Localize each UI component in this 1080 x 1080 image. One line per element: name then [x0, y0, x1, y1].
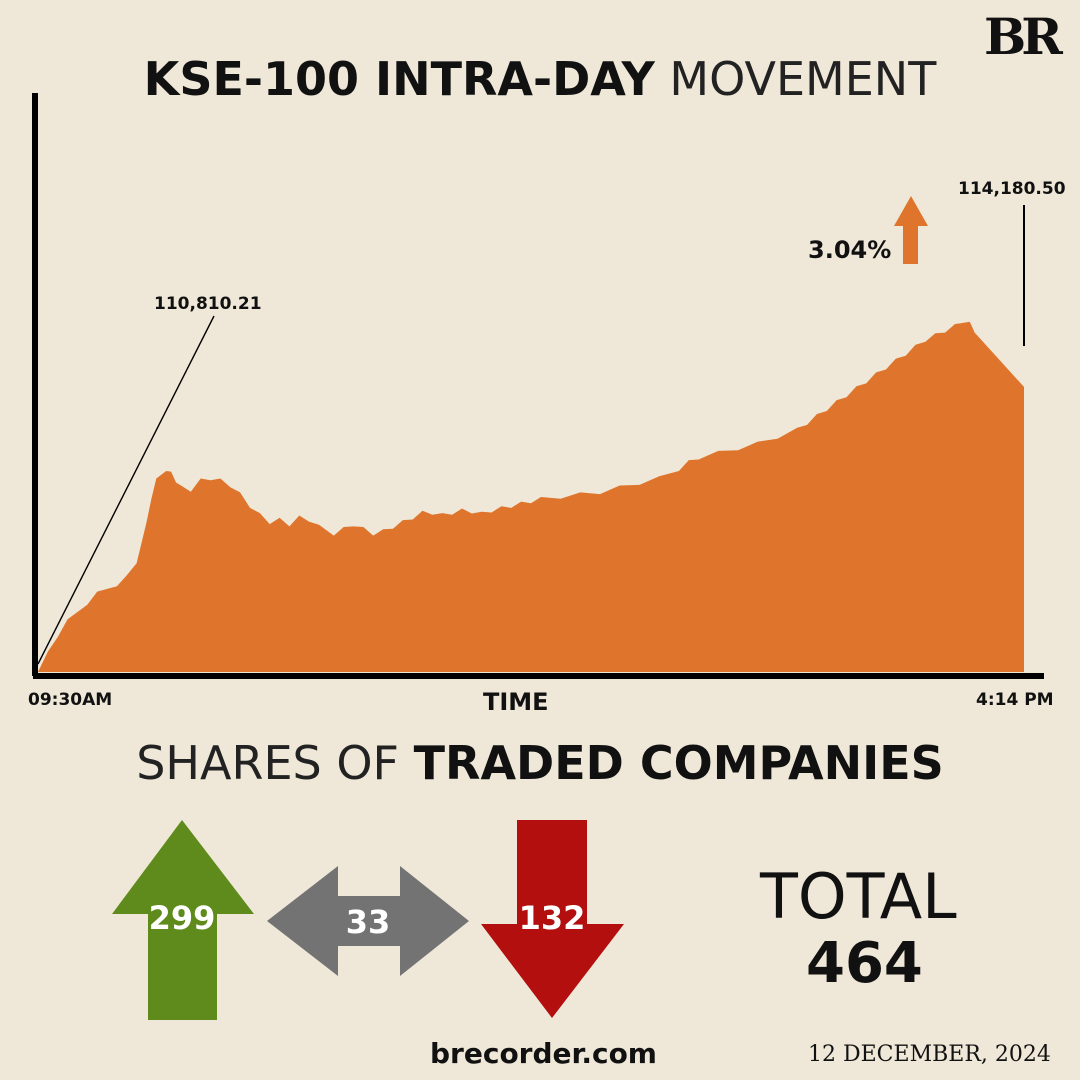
br-logo: BR [984, 7, 1063, 66]
breadth-title-bold: TRADED COMPANIES [413, 736, 944, 790]
peak-value-label: 110,810.21 [154, 294, 262, 314]
total-value: 464 [806, 931, 923, 996]
chart-title-bold: KSE-100 INTRA-DAY [143, 52, 655, 106]
advancers-up-arrow-icon [112, 820, 254, 1020]
intraday-chart [32, 93, 1044, 679]
total-label: TOTAL [760, 860, 957, 933]
peak-leader-line [37, 315, 215, 665]
change-percent-label: 3.04% [808, 236, 892, 264]
unchanged-double-arrow-icon [267, 866, 469, 976]
website-label: brecorder.com [430, 1037, 657, 1070]
decliners-count: 132 [518, 899, 586, 937]
x-start-label: 09:30AM [28, 690, 113, 710]
index-area [38, 321, 1024, 672]
breadth-title: SHARES OF TRADED COMPANIES [0, 740, 1080, 786]
date-label: 12 DECEMBER, 2024 [808, 1042, 1051, 1067]
x-axis-label: TIME [483, 688, 549, 716]
chart-title: KSE-100 INTRA-DAY MOVEMENT [0, 56, 1080, 102]
up-change-arrow-icon [894, 196, 928, 264]
x-end-label: 4:14 PM [976, 690, 1054, 710]
breadth-title-light: SHARES OF [136, 736, 400, 790]
decliners-down-arrow-icon [481, 820, 624, 1018]
advancers-count: 299 [148, 899, 216, 937]
chart-title-light: MOVEMENT [669, 52, 937, 106]
unchanged-count: 33 [345, 903, 391, 941]
close-value-label: 114,180.50 [958, 179, 1066, 199]
